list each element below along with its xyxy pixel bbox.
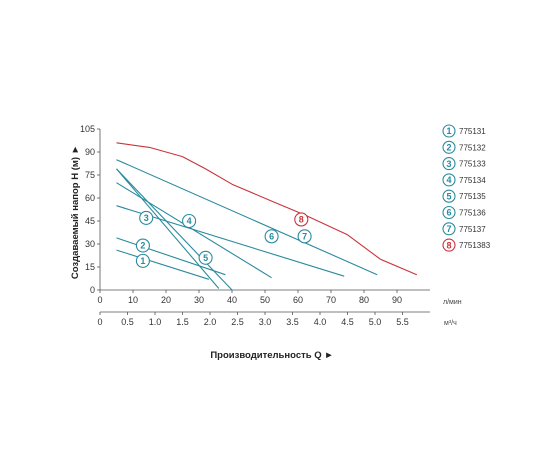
x-tick-label-m3h: 2.0 <box>204 317 217 327</box>
legend-badge-6 <box>442 205 456 220</box>
legend-badge-number: 3 <box>446 159 451 169</box>
x-tick-label-lmin: 80 <box>359 295 369 305</box>
y-tick-label: 15 <box>85 262 95 272</box>
series-line-3 <box>116 168 233 291</box>
series-badge-number: 7 <box>302 232 307 242</box>
legend-item-label: 775137 <box>459 225 486 234</box>
x-tick-label-m3h: 1.5 <box>176 317 189 327</box>
legend-badge-4 <box>442 173 456 187</box>
series-badge-2 <box>135 238 150 253</box>
series-badge-4 <box>182 213 197 229</box>
legend-badge-number: 8 <box>446 240 451 250</box>
legend-badge-number: 4 <box>446 175 451 185</box>
series-badge-number: 3 <box>144 213 149 223</box>
y-tick-label: 105 <box>80 124 95 134</box>
legend-item-label: 775132 <box>459 143 486 152</box>
x-axis-m3h: 0 0.5 1.0 1.5 2.0 2.5 3.0 3.5 4.0 4.5 5.0 5.5 <box>97 311 430 327</box>
x-tick-label-m3h: 2.5 <box>231 317 244 327</box>
x-tick-label-m3h: 3.5 <box>286 317 299 327</box>
series-badge-number: 6 <box>269 232 274 242</box>
legend-item-label: 775133 <box>459 160 486 169</box>
x-tick-label-m3h: 5.0 <box>369 317 382 327</box>
series-line-7 <box>116 159 378 276</box>
legend-badge-number: 6 <box>446 208 451 218</box>
x-tick-label-m3h: 0.5 <box>121 317 134 327</box>
y-tick-label: 0 <box>90 285 95 295</box>
x-tick-label-m3h: 4.5 <box>341 317 354 327</box>
x-tick-label-lmin: 40 <box>227 295 237 305</box>
series-badge-1 <box>135 253 150 268</box>
legend-badge-number: 5 <box>446 191 451 201</box>
legend-badge-number: 1 <box>446 126 451 136</box>
series-line-2 <box>116 237 226 276</box>
x-tick-label-m3h: 4.0 <box>314 317 327 327</box>
series-badge-number: 1 <box>140 256 145 266</box>
y-tick-label: 60 <box>85 193 95 203</box>
series-line-8 <box>116 142 418 276</box>
x-tick-label-m3h: 3.0 <box>259 317 272 327</box>
legend-badge-2 <box>442 140 456 154</box>
series-badge-5 <box>198 250 213 265</box>
legend-item-label: 7751383 <box>459 241 491 250</box>
legend-item-label: 775134 <box>459 176 486 185</box>
series-lines <box>116 142 418 291</box>
series-badge-number: 2 <box>140 241 145 251</box>
y-tick-label: 45 <box>85 216 95 226</box>
series-badge-7 <box>297 229 312 244</box>
x-axis-title: Производительность Q ► <box>210 350 333 361</box>
series-badge-6 <box>264 229 279 244</box>
x-axis-lmin: 0 10 20 30 40 50 60 70 80 90 <box>97 290 402 305</box>
x-unit-m3h: м³/ч <box>444 320 457 327</box>
legend-badge-3 <box>442 157 456 171</box>
x-tick-label-m3h: 1.0 <box>149 317 162 327</box>
legend-badge-1 <box>442 124 456 138</box>
series-line-1 <box>116 249 210 280</box>
x-tick-label-m3h: 0 <box>97 317 102 327</box>
legend-badge-number: 7 <box>446 224 451 234</box>
series-badges: 1 2 3 4 5 6 7 8 <box>135 210 312 268</box>
plot-frame <box>99 129 430 291</box>
series-badge-number: 8 <box>299 215 304 225</box>
legend-item-label: 775131 <box>459 127 486 136</box>
y-tick-label: 30 <box>85 239 95 249</box>
series-line-5 <box>116 168 220 289</box>
y-tick-label: 75 <box>85 170 95 180</box>
y-axis: 0 15 30 45 60 75 90 105 <box>80 124 100 295</box>
series-badge-8 <box>294 212 309 227</box>
legend-badge-number: 2 <box>446 143 451 153</box>
x-tick-label-lmin: 50 <box>260 295 270 305</box>
x-tick-label-lmin: 70 <box>326 295 336 305</box>
x-tick-label-lmin: 20 <box>161 295 171 305</box>
series-badge-number: 4 <box>187 216 192 226</box>
legend: 1 775131 2 775132 3 775133 4 775134 5 775135 6 7751… <box>442 124 491 252</box>
legend-item-label: 775136 <box>459 209 486 218</box>
x-tick-label-lmin: 60 <box>293 295 303 305</box>
series-badge-number: 5 <box>203 253 208 263</box>
x-tick-label-lmin: 0 <box>97 295 102 305</box>
x-unit-lmin: л/мин <box>443 299 462 306</box>
y-tick-label: 90 <box>85 147 95 157</box>
legend-badge-8 <box>442 238 456 252</box>
x-tick-label-m3h: 5.5 <box>396 317 409 327</box>
x-tick-label-lmin: 90 <box>392 295 402 305</box>
x-tick-label-lmin: 30 <box>194 295 204 305</box>
series-line-6 <box>116 205 345 277</box>
legend-badge-7 <box>442 222 456 236</box>
y-axis-title: Создаваемый напор Н (м) ► <box>70 145 81 279</box>
legend-badge-5 <box>442 189 456 203</box>
legend-item-label: 775135 <box>459 192 486 201</box>
x-tick-label-lmin: 10 <box>128 295 138 305</box>
series-badge-3 <box>139 210 154 225</box>
